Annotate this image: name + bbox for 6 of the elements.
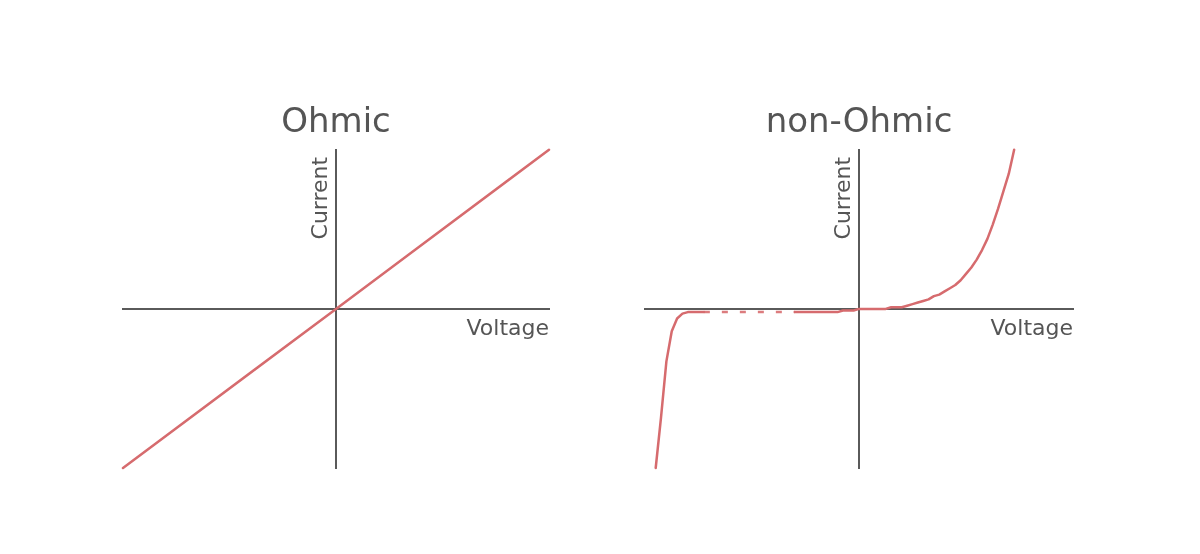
- chart-title: non-Ohmic: [765, 100, 953, 141]
- y-axis-title: Current: [830, 156, 855, 240]
- x-axis-title: Voltage: [466, 314, 549, 340]
- x-axis-title: Voltage: [990, 314, 1073, 340]
- chart-title: Ohmic: [281, 100, 391, 141]
- y-axis-title: Current: [307, 156, 332, 240]
